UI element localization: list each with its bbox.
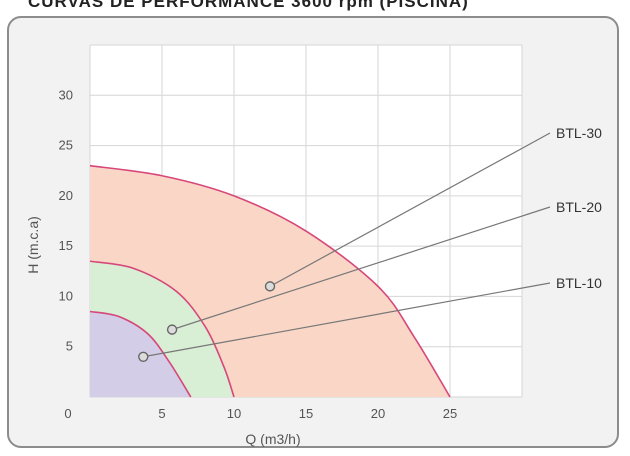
- series-label-btl-30: BTL-30: [556, 125, 602, 141]
- point-btl-30: [264, 281, 276, 292]
- x-axis-label: Q (m3/h): [245, 431, 300, 447]
- series-label-btl-10: BTL-10: [556, 275, 602, 291]
- y-tick-label: 15: [59, 238, 73, 253]
- y-axis-label: H (m.c.a): [25, 216, 41, 274]
- point-btl-20: [166, 324, 178, 335]
- x-tick-label: 5: [158, 406, 165, 421]
- page-title: CURVAS DE PERFORMANCE 3600 rpm (PISCINA): [28, 0, 469, 11]
- series-labels: BTL-30 BTL-20 BTL-10: [556, 125, 602, 291]
- x-tick-label: 25: [443, 406, 457, 421]
- header-strip: CURVAS DE PERFORMANCE 3600 rpm (PISCINA): [18, 0, 618, 12]
- x-tick-label: 10: [227, 406, 241, 421]
- x-tick-label: 20: [371, 406, 385, 421]
- series-label-btl-20: BTL-20: [556, 199, 602, 215]
- y-tick-label: 20: [59, 188, 73, 203]
- leader-btl-10: [143, 282, 551, 358]
- curve-btl-10: [89, 310, 192, 398]
- x-tick-label: 15: [299, 406, 313, 421]
- point-btl-10: [138, 351, 149, 362]
- y-tick-label: 5: [66, 339, 73, 354]
- y-tick-label: 25: [59, 138, 73, 153]
- x-tick-label: 0: [64, 406, 71, 421]
- leader-btl-30: [269, 132, 551, 287]
- series-points: [138, 281, 276, 362]
- curve-btl-20: [89, 260, 235, 398]
- series-leaders: [143, 132, 551, 358]
- tick-labels: 0 5 10 15 20 25 5 10 15 20 25 30: [59, 87, 458, 421]
- curve-btl-30: [89, 164, 451, 398]
- y-tick-label: 30: [59, 87, 73, 102]
- y-tick-label: 10: [59, 288, 73, 303]
- leader-btl-20: [171, 206, 551, 331]
